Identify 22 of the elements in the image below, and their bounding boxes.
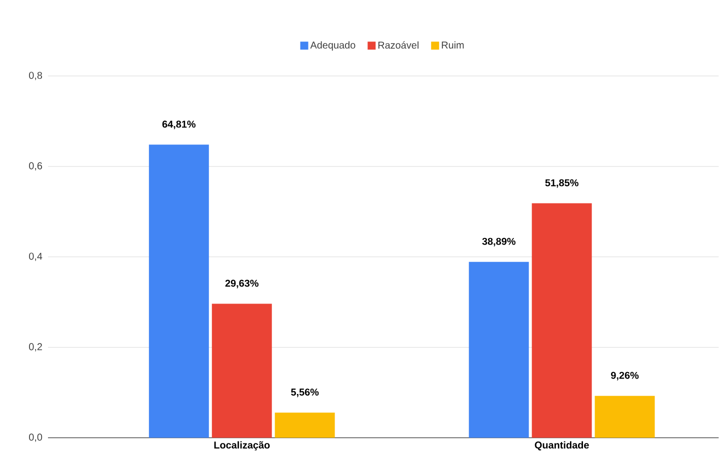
y-tick-label: 0,0 [29,434,42,442]
bar [274,412,335,438]
y-tick-label: 0,8 [29,72,42,80]
legend-label: Razoável [378,41,418,49]
data-label: 64,81% [162,120,196,130]
data-label: 38,89% [482,238,516,246]
legend-label: Ruim [442,41,464,49]
data-label: 51,85% [545,179,578,188]
bar [148,144,209,438]
y-tick-label: 0,4 [29,252,42,262]
bar [594,396,655,438]
x-tick-label: Localização [214,441,270,451]
bar [212,304,272,438]
data-label: 5,56% [291,388,319,398]
y-tick-label: 0,6 [29,162,42,171]
x-tick-label: Quantidade [534,441,589,451]
bar [468,262,529,438]
y-tick-label: 0,2 [29,343,42,352]
bar [532,203,592,438]
data-label: 29,63% [225,280,258,288]
data-label: 9,26% [611,372,639,380]
legend-label: Adequado [310,41,356,51]
